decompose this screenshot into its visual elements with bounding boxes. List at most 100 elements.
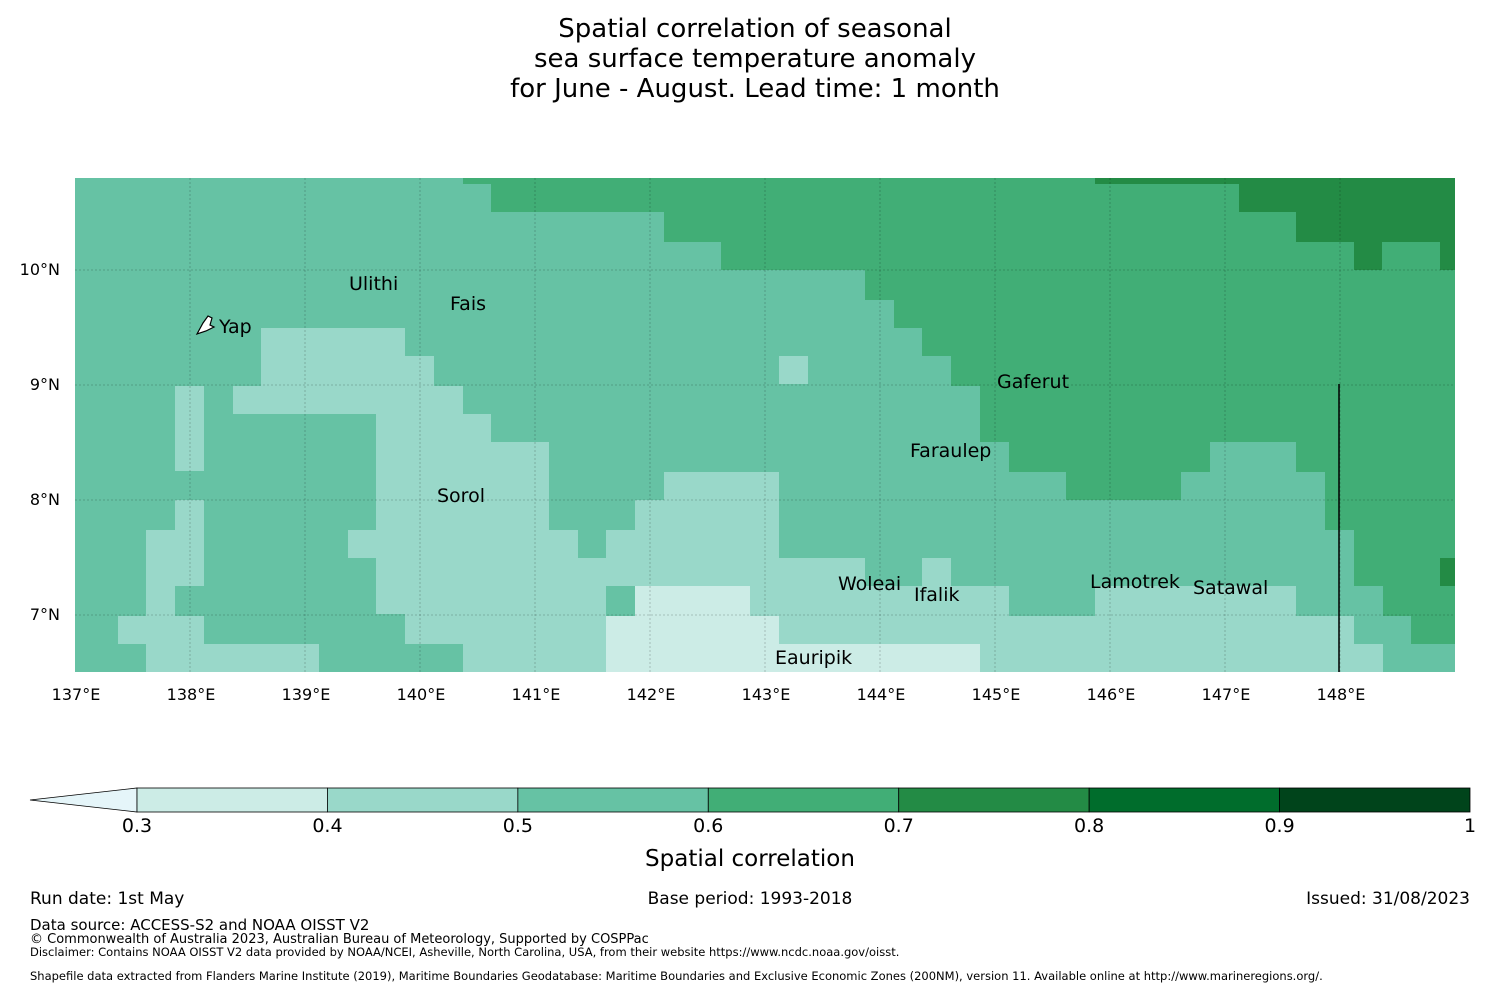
lat-label-9n: 9°N [29, 375, 60, 394]
colorbar-tick-label: 0.6 [693, 815, 724, 837]
data-source: Data source: ACCESS-S2 and NOAA OISST V2 [30, 916, 370, 934]
colorbar-tick-label: 0.8 [1074, 815, 1105, 837]
lon-label-147e: 147°E [1201, 685, 1251, 704]
correlation-cell [146, 530, 204, 586]
correlation-cell [1440, 558, 1455, 586]
place-label-ifalik: Ifalik [914, 584, 960, 606]
correlation-cell [1296, 442, 1455, 472]
issued-date: Issued: 31/08/2023 [1306, 889, 1470, 909]
correlation-cell [865, 270, 1455, 300]
correlation-cell [261, 356, 434, 386]
colorbar-segment [1279, 787, 1471, 813]
correlation-map [75, 178, 1455, 672]
disclaimer: Disclaimer: Contains NOAA OISST V2 data … [30, 945, 900, 959]
place-label-lamotrek: Lamotrek [1090, 571, 1180, 593]
correlation-cell [405, 614, 606, 644]
place-label-ulithi: Ulithi [349, 273, 399, 295]
correlation-cell [1095, 586, 1296, 616]
lon-label-137e: 137°E [51, 685, 101, 704]
correlation-cell [635, 500, 779, 530]
colorbar-segment [898, 787, 1090, 813]
correlation-cell [664, 472, 779, 500]
lon-label-141e: 141°E [511, 685, 561, 704]
correlation-cell [951, 586, 1009, 616]
correlation-cell [1411, 616, 1455, 644]
title-line-2: sea surface temperature anomaly [534, 44, 976, 74]
correlation-cell [348, 530, 578, 558]
colorbar-segment [517, 787, 709, 813]
correlation-cell [1296, 212, 1455, 242]
correlation-cell [1383, 586, 1455, 616]
copyright: © Commonwealth of Australia 2023, Austra… [30, 932, 649, 947]
map-title: Spatial correlation of seasonal sea surf… [0, 14, 1500, 104]
place-label-gaferut: Gaferut [997, 371, 1070, 393]
correlation-cell [376, 558, 606, 614]
correlation-cell [980, 644, 1383, 672]
title-line-3: for June - August. Lead time: 1 month [510, 74, 1000, 104]
colorbar-segment [707, 787, 900, 813]
colorbar-tick-label: 0.9 [1264, 815, 1295, 837]
correlation-cell [376, 442, 549, 530]
correlation-cell [894, 300, 1455, 328]
lat-label-10n: 10°N [19, 260, 60, 279]
place-label-woleai: Woleai [838, 573, 902, 595]
correlation-cell [635, 586, 750, 616]
correlation-cell [376, 414, 491, 442]
lon-label-138e: 138°E [166, 685, 216, 704]
correlation-cell [606, 616, 779, 672]
lat-label-8n: 8°N [29, 490, 60, 509]
title-line-1: Spatial correlation of seasonal [558, 14, 952, 44]
colorbar-tick-label: 0.4 [312, 815, 343, 837]
colorbar-tick-label: 1 [1463, 815, 1477, 837]
colorbar-segment [327, 787, 519, 813]
correlation-cell [1354, 242, 1382, 270]
correlation-cell [1325, 472, 1455, 530]
lon-label-144e: 144°E [856, 685, 906, 704]
place-label-fais: Fais [450, 293, 487, 315]
correlation-cell [1066, 472, 1181, 500]
correlation-cell [175, 500, 204, 530]
correlation-cell [779, 616, 1354, 644]
correlation-cell [721, 242, 1455, 270]
correlation-cell [606, 558, 865, 586]
correlation-cell [1009, 442, 1210, 472]
colorbar-extend-arrow [29, 787, 138, 813]
colorbar-segments [29, 787, 1471, 813]
correlation-cell [606, 530, 779, 558]
place-label-eauripik: Eauripik [775, 647, 853, 669]
place-label-satawal: Satawal [1193, 577, 1269, 599]
correlation-cell [779, 644, 980, 672]
colorbar-segment [136, 787, 328, 813]
graticule [75, 178, 1455, 672]
base-period: Base period: 1993-2018 [647, 889, 853, 909]
correlation-cell [233, 386, 463, 414]
colorbar [29, 787, 1471, 813]
correlation-cell [951, 356, 1455, 386]
correlation-cell [1354, 530, 1455, 586]
place-label-yap: Yap [219, 316, 252, 338]
correlation-cell [922, 328, 1455, 356]
correlation-cell [1095, 178, 1455, 184]
colorbar-tick-label: 0.5 [502, 815, 533, 837]
place-label-faraulep: Faraulep [910, 440, 992, 462]
lon-label-145e: 145°E [971, 685, 1021, 704]
lon-label-148e: 148°E [1316, 685, 1366, 704]
correlation-cell [463, 178, 1455, 184]
correlation-cell [463, 644, 606, 672]
correlation-cell [1440, 242, 1455, 270]
correlation-cell [922, 558, 951, 616]
correlation-cell [980, 386, 1455, 442]
correlation-cell [118, 616, 204, 644]
lon-label-142e: 142°E [626, 685, 676, 704]
yap-island-shape [195, 315, 216, 336]
lon-label-146e: 146°E [1086, 685, 1136, 704]
colorbar-label: Spatial correlation [645, 846, 855, 872]
lon-label-140e: 140°E [396, 685, 446, 704]
lon-label-139e: 139°E [281, 685, 331, 704]
colorbar-segment [1088, 787, 1280, 813]
correlation-cell [146, 586, 175, 616]
correlation-cell [146, 644, 319, 672]
run-date: Run date: 1st May [30, 889, 185, 909]
lon-label-143e: 143°E [741, 685, 791, 704]
lat-label-7n: 7°N [29, 605, 60, 624]
